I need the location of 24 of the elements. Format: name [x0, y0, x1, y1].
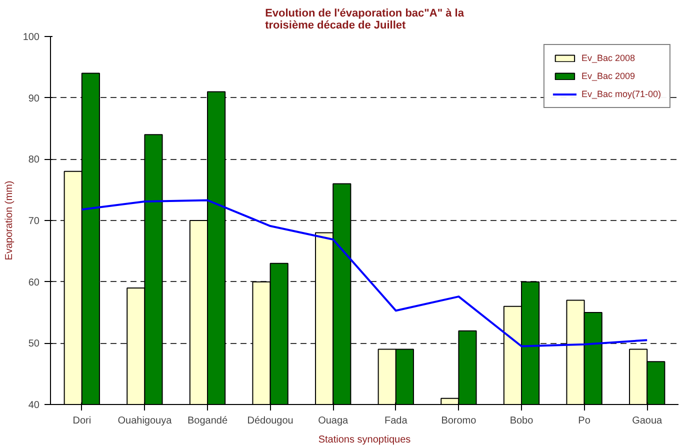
chart-title: Evolution de l'évaporation bac"A" à la troisième décade de Juillet	[265, 8, 465, 32]
legend-label: Ev_Bac 2008	[581, 53, 635, 63]
x-tick-label: Po	[578, 416, 591, 426]
legend-label: Ev_Bac 2009	[581, 71, 635, 81]
x-tick-label: Bobo	[510, 416, 534, 426]
x-tick-label: Bogandé	[187, 416, 228, 426]
y-tick-label: 100	[22, 32, 40, 43]
x-tick-label: Dori	[72, 416, 92, 426]
y-axis-title: Evaporation (mm)	[4, 180, 15, 260]
x-tick-label: Ouaga	[318, 416, 349, 426]
x-axis-title: Stations synoptiques	[318, 434, 411, 446]
y-tick-label: 90	[28, 93, 40, 104]
x-tick-label: Ouahigouya	[118, 416, 172, 426]
x-tick-label: Boromo	[441, 416, 477, 426]
x-tick-label: Gaoua	[632, 416, 663, 426]
y-tick-label: 60	[28, 277, 40, 288]
y-tick-label: 50	[28, 338, 40, 350]
legend-label: Ev_Bac moy(71-00)	[581, 89, 661, 99]
y-tick-label: 80	[28, 154, 40, 166]
y-tick-label: 40	[28, 400, 40, 411]
x-tick-label: Dédougou	[247, 416, 294, 426]
y-tick-label: 70	[28, 216, 40, 227]
line-series	[80, 199, 648, 348]
x-tick-label: Fada	[384, 416, 408, 426]
